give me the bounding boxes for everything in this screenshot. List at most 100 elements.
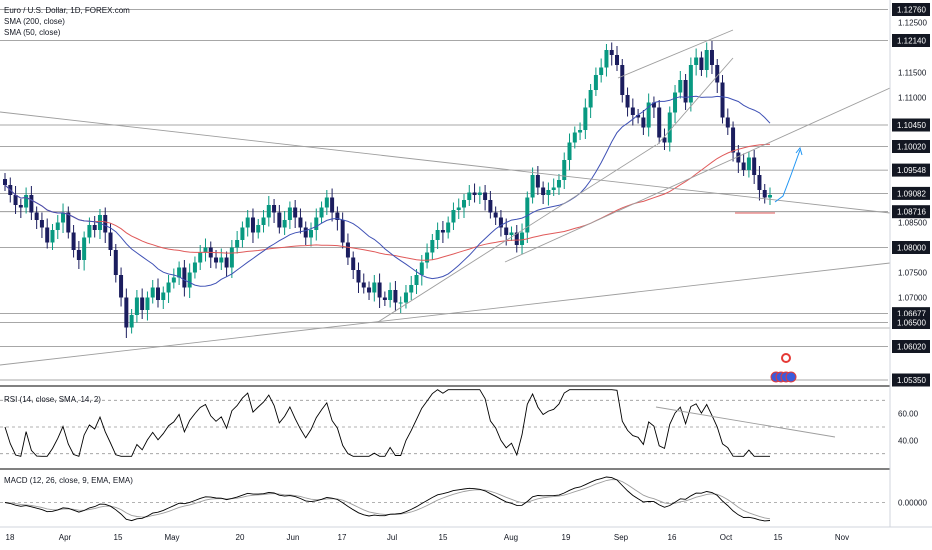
x-tick-label: Jun (287, 533, 300, 542)
candle (393, 290, 398, 303)
candle (746, 157, 751, 170)
candle (156, 287, 160, 300)
candle (66, 212, 71, 233)
candle (182, 267, 187, 288)
y-tick-label: 1.11000 (898, 94, 927, 103)
price-tag-label: 1.12760 (897, 6, 926, 15)
candle (683, 80, 688, 103)
macd-legend: MACD (12, 26, close, 9, EMA, EMA) (4, 475, 133, 486)
candle (572, 132, 577, 143)
trend-line (0, 262, 891, 366)
candle (235, 240, 240, 248)
candle (119, 275, 124, 298)
candle (630, 107, 635, 115)
candle (129, 315, 134, 328)
macd-tick-label: 0.00000 (898, 499, 927, 508)
candle (467, 192, 472, 200)
candle (414, 275, 419, 285)
candle (177, 267, 182, 278)
candle (24, 195, 29, 208)
x-tick-label: 19 (562, 533, 571, 542)
candle (688, 65, 693, 103)
candle (546, 190, 551, 195)
price-tag-label: 1.05350 (897, 376, 926, 385)
macd-legend-label: MACD (12, 26, close, 9, EMA, EMA) (4, 476, 133, 485)
candle (541, 187, 546, 195)
candle (55, 222, 60, 230)
x-tick-label: 15 (774, 533, 783, 542)
trend-line (617, 29, 734, 79)
candle (562, 160, 567, 180)
candle (382, 297, 387, 300)
candle (398, 302, 403, 304)
candle (277, 212, 282, 228)
candle (140, 297, 145, 310)
price-tag (892, 34, 930, 47)
price-tag-label: 1.06500 (897, 319, 926, 328)
candle (588, 90, 593, 108)
candle (303, 227, 308, 238)
candle (657, 107, 662, 138)
candle (97, 215, 102, 230)
candle (330, 197, 335, 213)
candle (287, 207, 292, 220)
trend-line (0, 111, 891, 214)
candle (425, 252, 430, 263)
candle (214, 257, 219, 263)
x-tick-label: Apr (59, 533, 72, 542)
candle (520, 232, 525, 245)
candle (187, 272, 192, 288)
candle (50, 230, 55, 243)
time-axis[interactable]: 18 Apr 15 May 20 Jun 17 Jul 15 Aug 19 Sep 16 Oct 15 Nov (0, 526, 932, 542)
candle (377, 282, 382, 298)
candle (166, 282, 171, 293)
candle (477, 192, 482, 195)
candle (699, 57, 704, 70)
price-pane[interactable] (0, 9, 891, 470)
candle (694, 57, 699, 65)
price-tag (892, 186, 930, 200)
candle (113, 250, 118, 275)
price-legend: Euro / U.S. Dollar, 1D, FOREX.com SMA (2… (4, 5, 130, 38)
candle (108, 232, 113, 250)
candle (61, 212, 66, 223)
price-tag-label: 1.09548 (897, 166, 926, 175)
chart-title: Euro / U.S. Dollar, 1D, FOREX.com (4, 6, 130, 15)
x-tick-label: 15 (114, 533, 123, 542)
candle (741, 162, 746, 170)
price-axis[interactable]: 1.125001.115001.110001.095001.085001.075… (889, 0, 930, 527)
price-tag (892, 3, 930, 16)
candle (324, 197, 329, 208)
candle (535, 175, 540, 188)
candle (567, 142, 572, 160)
y-tick-label: 1.12500 (898, 19, 927, 28)
candle (446, 222, 451, 233)
candle (673, 92, 678, 113)
candle (87, 225, 92, 238)
candle (731, 127, 736, 153)
candle (103, 215, 108, 233)
trend-line (504, 87, 891, 263)
candle (134, 297, 139, 315)
candle (430, 240, 435, 253)
candle (456, 207, 461, 210)
candle (604, 50, 609, 68)
event-icon (785, 371, 797, 383)
candle (493, 212, 498, 218)
candle (419, 262, 424, 275)
rsi-pane[interactable] (0, 389, 888, 457)
candle (488, 200, 493, 213)
candle (266, 205, 271, 218)
candle (76, 250, 81, 260)
candle (34, 212, 39, 220)
sma50-legend: SMA (50, close) (4, 28, 61, 37)
candle (556, 180, 561, 188)
macd-pane[interactable] (0, 476, 888, 522)
candle (462, 200, 466, 208)
candle (261, 217, 266, 225)
candle (678, 80, 683, 93)
sma50-line (4, 95, 771, 287)
rsi-legend-label: RSI (14, close, SMA, 14, 2) (4, 395, 101, 404)
candle (530, 175, 535, 198)
